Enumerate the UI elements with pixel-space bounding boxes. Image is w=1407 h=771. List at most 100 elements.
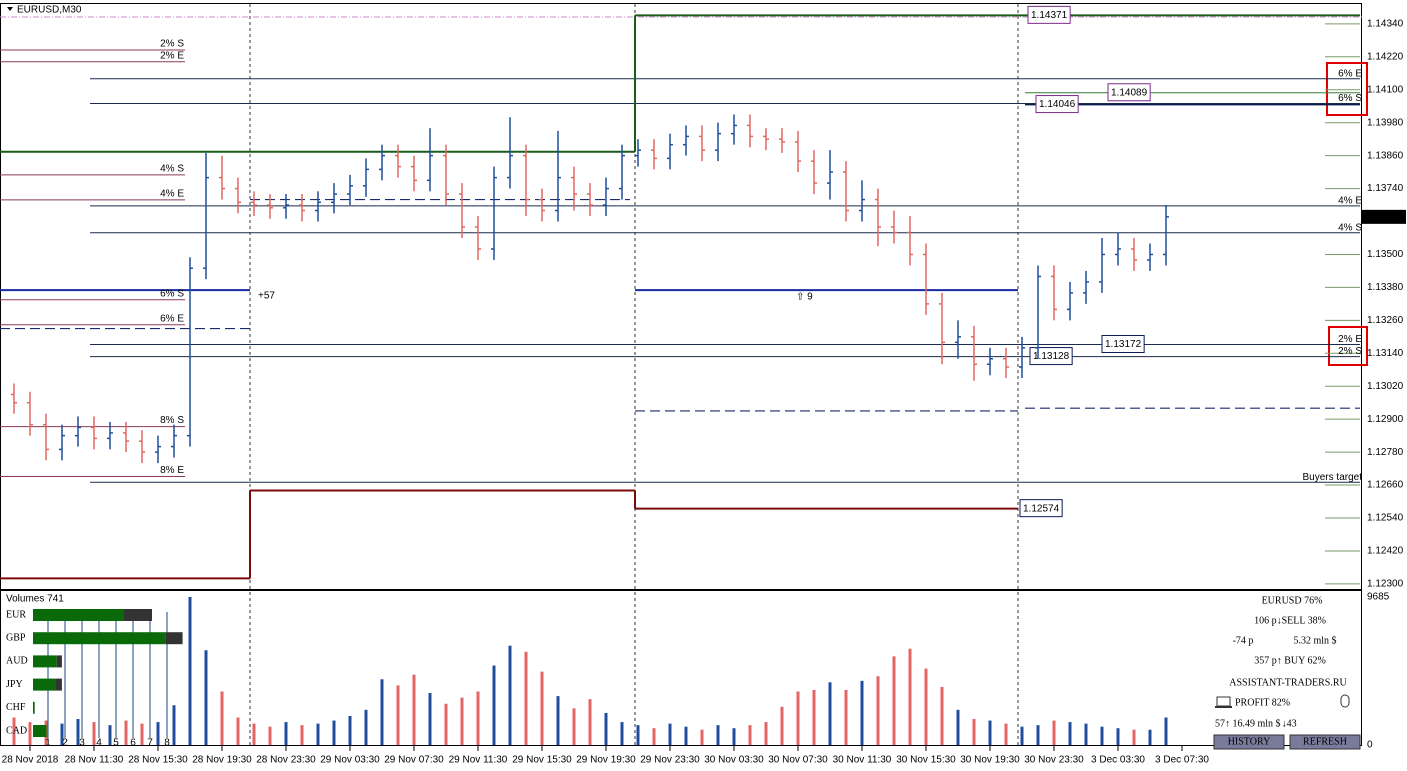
y-tick-label: 1.13380 bbox=[1367, 282, 1404, 293]
x-tick-label: 28 Nov 2018 bbox=[2, 755, 59, 766]
volume-bar bbox=[876, 676, 880, 745]
y-tick-label: 1.13740 bbox=[1367, 183, 1404, 194]
strength-bar bbox=[33, 655, 57, 668]
info-result: -74 p bbox=[1233, 635, 1254, 646]
y-tick-label: 1.12900 bbox=[1367, 414, 1404, 425]
volume-bar bbox=[524, 651, 528, 745]
x-tick-label: 29 Nov 23:30 bbox=[640, 755, 700, 766]
volume-bar bbox=[284, 722, 288, 745]
volume-bar bbox=[1084, 723, 1088, 745]
x-tick-label: 29 Nov 19:30 bbox=[576, 755, 636, 766]
volume-bar bbox=[844, 689, 848, 745]
x-tick-label: 29 Nov 07:30 bbox=[384, 755, 444, 766]
y-tick-label: 1.13860 bbox=[1367, 150, 1404, 161]
volume-bar bbox=[812, 689, 816, 745]
volume-bar bbox=[940, 686, 944, 745]
volume-bar bbox=[1068, 722, 1072, 745]
volume-bar bbox=[380, 679, 384, 745]
y-tick-label: 1.13500 bbox=[1367, 249, 1404, 260]
volume-bar bbox=[300, 725, 304, 745]
volume-bar bbox=[28, 722, 32, 745]
volume-bar bbox=[348, 715, 352, 745]
currency-name: EUR bbox=[6, 609, 26, 620]
x-tick-label: 28 Nov 11:30 bbox=[65, 755, 124, 766]
x-tick-label: 30 Nov 07:30 bbox=[768, 755, 828, 766]
volume-bar bbox=[1132, 729, 1136, 745]
volume-bar bbox=[828, 682, 832, 745]
button-label[interactable]: REFRESH bbox=[1303, 736, 1347, 747]
volume-bar bbox=[252, 723, 256, 745]
weakness-bar bbox=[123, 609, 152, 621]
strength-tick: 2 bbox=[62, 738, 68, 749]
x-tick-label: 28 Nov 19:30 bbox=[192, 755, 252, 766]
highlight-box bbox=[1328, 326, 1368, 366]
volume-bar bbox=[540, 671, 544, 745]
volume-bar bbox=[620, 722, 624, 745]
volume-bar bbox=[508, 645, 512, 745]
last-price-box bbox=[1362, 209, 1406, 224]
volume-bar bbox=[12, 717, 16, 745]
strength-bar bbox=[33, 609, 124, 621]
volume-bar bbox=[188, 597, 192, 745]
volume-bar bbox=[1116, 728, 1120, 745]
menu-arrow bbox=[7, 7, 13, 11]
volume-bar bbox=[76, 719, 80, 745]
x-tick-label: 3 Dec 03:30 bbox=[1091, 755, 1145, 766]
strength-bar bbox=[33, 701, 35, 714]
annotation: +57 bbox=[258, 291, 275, 302]
info-sell: 106 p↓SELL 38% bbox=[1254, 615, 1326, 626]
strength-tick: 4 bbox=[96, 738, 102, 749]
volume-bar bbox=[604, 712, 608, 745]
button-label[interactable]: HISTORY bbox=[1228, 736, 1271, 747]
volume-bar bbox=[1004, 723, 1008, 745]
button[interactable] bbox=[1289, 734, 1361, 750]
strength-bar bbox=[33, 632, 166, 645]
price-box-label: 1.14371 bbox=[1031, 10, 1068, 21]
level-label: 2% S bbox=[1338, 346, 1362, 357]
y-tick-label: 1.12540 bbox=[1367, 513, 1404, 524]
y-tick-label: 0 bbox=[1367, 740, 1373, 751]
y-tick-label: 1.14340 bbox=[1367, 19, 1404, 30]
info-pair: EURUSD 76% bbox=[1262, 595, 1323, 606]
strength-bar bbox=[33, 678, 56, 691]
volume-bar bbox=[860, 680, 864, 745]
x-tick-label: 28 Nov 23:30 bbox=[256, 755, 316, 766]
volume-bar bbox=[748, 725, 752, 745]
volume-bar bbox=[236, 717, 240, 745]
currency-name: GBP bbox=[6, 632, 26, 643]
volume-bar bbox=[124, 720, 128, 745]
volume-bar bbox=[668, 723, 672, 745]
volume-bar bbox=[700, 729, 704, 745]
x-tick-label: 30 Nov 19:30 bbox=[960, 755, 1020, 766]
volume-bar bbox=[988, 720, 992, 745]
zone-label: 2% S bbox=[160, 39, 184, 50]
price-box-label: 1.14089 bbox=[1111, 87, 1148, 98]
volume-bar bbox=[572, 708, 576, 745]
level-label: Buyers target bbox=[1303, 472, 1363, 483]
volume-bar bbox=[924, 668, 928, 745]
volume-bar bbox=[316, 723, 320, 745]
volume-bar bbox=[204, 650, 208, 745]
laptop-icon bbox=[1215, 706, 1232, 708]
volume-bar bbox=[60, 723, 64, 745]
y-tick-label: 9685 bbox=[1367, 592, 1390, 603]
volume-bar bbox=[268, 726, 272, 745]
zone-label: 6% E bbox=[160, 313, 184, 324]
volume-bar bbox=[908, 648, 912, 745]
strength-bar bbox=[33, 725, 47, 737]
x-tick-label: 29 Nov 15:30 bbox=[512, 755, 572, 766]
level-label: 4% S bbox=[1338, 222, 1362, 233]
mouse-icon bbox=[1340, 694, 1350, 708]
weakness-bar bbox=[165, 632, 183, 645]
strength-tick: 1 bbox=[45, 738, 51, 749]
x-tick-label: 30 Nov 23:30 bbox=[1024, 755, 1084, 766]
price-box bbox=[1107, 83, 1151, 102]
volume-bar bbox=[444, 703, 448, 745]
volume-bar bbox=[588, 699, 592, 745]
zone-label: 2% E bbox=[160, 50, 184, 61]
volume-bar bbox=[1100, 726, 1104, 745]
button[interactable] bbox=[1213, 734, 1285, 750]
volume-bar bbox=[1020, 726, 1024, 745]
volume-title: Volumes 741 bbox=[6, 594, 64, 605]
level-label: 6% E bbox=[1338, 68, 1362, 79]
